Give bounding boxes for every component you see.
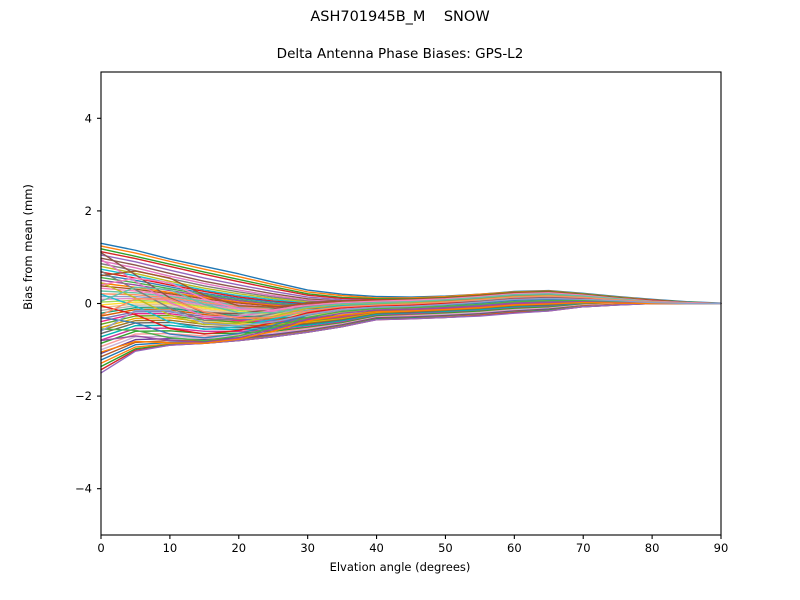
data-series-line bbox=[100, 286, 722, 314]
data-series-line bbox=[100, 295, 722, 320]
x-axis-label: Elvation angle (degrees) bbox=[329, 560, 471, 574]
y-tick-label: −4 bbox=[75, 482, 92, 496]
y-tick-label: 0 bbox=[85, 297, 92, 311]
axis-ticks-layer: 0 10 20 30 40 50 60 70 80 90 −4 −2 0 2 4 bbox=[75, 111, 728, 555]
x-tick-label: 90 bbox=[714, 541, 729, 555]
data-series-line bbox=[100, 300, 722, 342]
x-tick-label: 40 bbox=[369, 541, 384, 555]
data-series-layer bbox=[100, 242, 722, 374]
figure-suptitle: ASH701945B_M SNOW bbox=[310, 9, 490, 25]
y-tick-label: 4 bbox=[85, 111, 92, 125]
x-tick-label: 80 bbox=[645, 541, 660, 555]
x-tick-label: 60 bbox=[507, 541, 522, 555]
x-tick-label: 50 bbox=[438, 541, 453, 555]
axes-title: Delta Antenna Phase Biases: GPS-L2 bbox=[276, 46, 524, 62]
data-series-line bbox=[100, 301, 722, 353]
x-tick-label: 20 bbox=[231, 541, 246, 555]
y-axis-label: Bias from mean (mm) bbox=[21, 184, 35, 310]
x-tick-label: 10 bbox=[163, 541, 178, 555]
x-tick-label: 0 bbox=[97, 541, 104, 555]
x-tick-label: 30 bbox=[300, 541, 315, 555]
y-tick-label: 2 bbox=[85, 204, 92, 218]
x-tick-label: 70 bbox=[576, 541, 591, 555]
y-tick-label: −2 bbox=[75, 389, 92, 403]
data-series-line bbox=[100, 297, 722, 332]
